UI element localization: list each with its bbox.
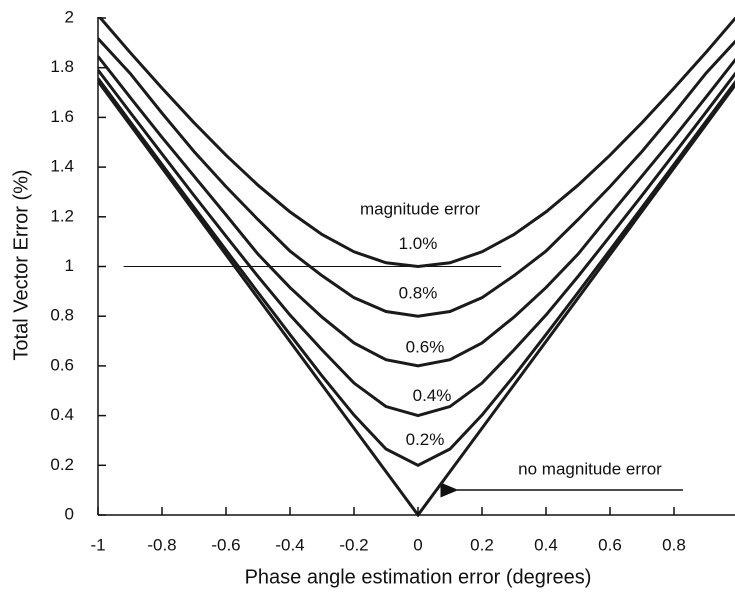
y-tick-label: 0.8 xyxy=(50,306,74,325)
x-tick-label: 0 xyxy=(413,535,422,554)
series-label: 0.2% xyxy=(406,430,445,449)
x-tick-label: 0.2 xyxy=(470,535,494,554)
y-tick-label: 1.4 xyxy=(50,157,74,176)
y-tick-label: 0.4 xyxy=(50,405,74,424)
series-label: 0.6% xyxy=(406,337,445,356)
y-tick-label: 0 xyxy=(65,504,74,523)
x-tick-label: 0.8 xyxy=(662,535,686,554)
x-tick-label: -0.8 xyxy=(147,535,176,554)
x-axis-title: Phase angle estimation error (degrees) xyxy=(245,566,592,588)
plot-area xyxy=(98,17,735,517)
series-line xyxy=(98,37,735,318)
y-tick-label: 1 xyxy=(65,256,74,275)
series-label: 1.0% xyxy=(399,234,438,253)
x-tick-label: -1 xyxy=(90,535,105,554)
series-line xyxy=(98,77,735,467)
series-label: no magnitude error xyxy=(518,459,662,478)
x-tick-label: -0.6 xyxy=(211,535,240,554)
series-label: 0.4% xyxy=(413,386,452,405)
x-tick-label: 0.6 xyxy=(598,535,622,554)
y-tick-label: 2 xyxy=(65,7,74,26)
y-tick-label: 1.8 xyxy=(50,57,74,76)
y-tick-label: 1.2 xyxy=(50,206,74,225)
y-axis-title: Total Vector Error (%) xyxy=(10,169,32,360)
y-tick-label: 1.6 xyxy=(50,107,74,126)
annotation: magnitude error xyxy=(360,199,480,218)
x-tick-label: 0.4 xyxy=(534,535,558,554)
series-line xyxy=(98,17,735,269)
y-tick-label: 0.2 xyxy=(50,455,74,474)
series-label: 0.8% xyxy=(399,284,438,303)
x-tick-label: -0.2 xyxy=(339,535,368,554)
series-line xyxy=(98,55,735,368)
y-tick-label: 0.6 xyxy=(50,355,74,374)
series-line xyxy=(98,69,735,418)
x-tick-label: -0.4 xyxy=(275,535,304,554)
